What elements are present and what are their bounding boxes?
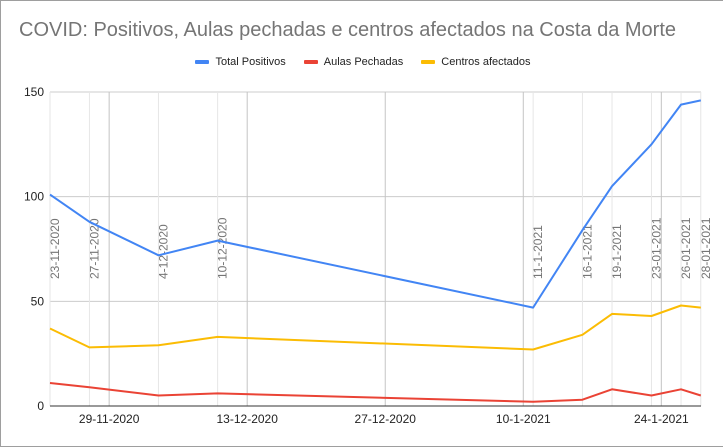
y-tick-label: 150	[24, 85, 44, 99]
x-tick-label: 24-1-2021	[634, 412, 689, 426]
date-annotation: 16-1-2021	[580, 224, 594, 279]
chart-legend: Total Positivos Aulas Pechadas Centros a…	[1, 56, 724, 68]
date-annotation: 23-11-2020	[48, 218, 62, 279]
date-annotation: 26-01-2021	[679, 217, 693, 279]
date-annotation: 28-01-2021	[699, 217, 713, 279]
legend-swatch-yellow-icon	[421, 60, 436, 64]
legend-swatch-blue-icon	[195, 60, 210, 64]
date-annotation: 19-1-2021	[610, 224, 624, 279]
legend-item-total-positivos[interactable]: Total Positivos	[195, 56, 286, 68]
legend-label: Centros afectados	[441, 56, 531, 68]
date-annotation: 11-1-2021	[531, 225, 545, 279]
y-tick-label: 50	[31, 294, 45, 308]
y-tick-label: 100	[24, 190, 44, 204]
series-line	[49, 99, 702, 309]
legend-swatch-red-icon	[303, 60, 318, 64]
date-annotation: 23-01-2021	[649, 217, 663, 279]
chart-title: COVID: Positivos, Aulas pechadas e centr…	[19, 19, 677, 41]
legend-label: Total Positivos	[215, 56, 286, 68]
series-line	[49, 304, 701, 351]
legend-item-centros-afectados[interactable]: Centros afectados	[421, 56, 531, 68]
y-tick-label: 0	[37, 399, 44, 413]
date-annotation: 27-11-2020	[87, 218, 101, 279]
x-tick-label: 29-11-2020	[79, 412, 140, 426]
date-annotation: 4-12-2020	[156, 224, 170, 279]
x-tick-label: 10-1-2021	[496, 412, 551, 426]
x-tick-label: 27-12-2020	[355, 412, 417, 426]
series-line	[49, 382, 702, 403]
legend-item-aulas-pechadas[interactable]: Aulas Pechadas	[303, 56, 404, 68]
legend-label: Aulas Pechadas	[323, 56, 404, 68]
date-annotation: 10-12-2020	[216, 217, 230, 279]
x-tick-label: 13-12-2020	[217, 412, 279, 426]
